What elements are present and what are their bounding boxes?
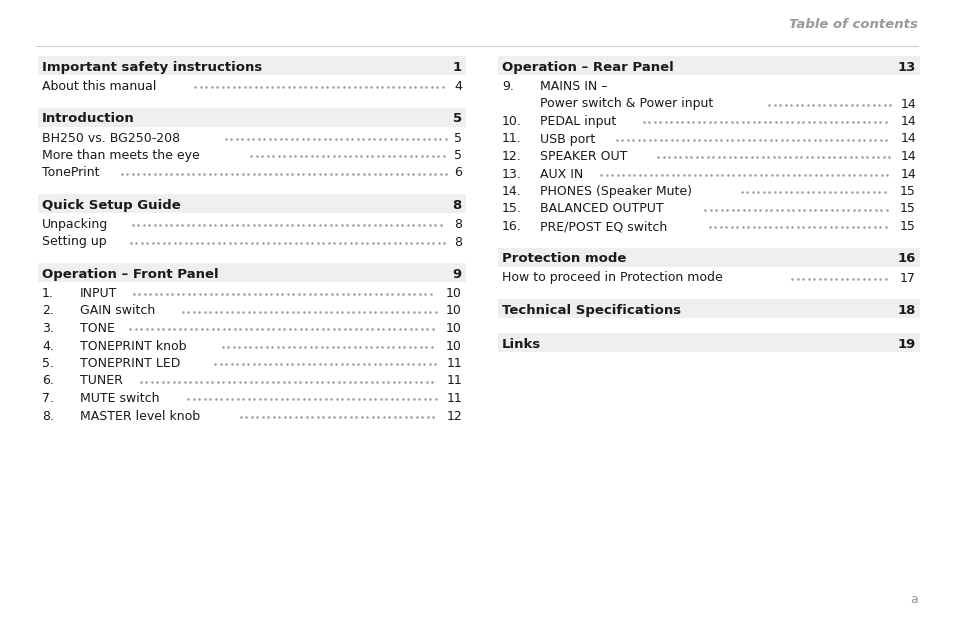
Bar bbox=[497, 247, 919, 266]
Text: 5: 5 bbox=[453, 112, 461, 125]
Text: USB port: USB port bbox=[539, 132, 595, 145]
Text: Quick Setup Guide: Quick Setup Guide bbox=[42, 199, 180, 212]
Text: PEDAL input: PEDAL input bbox=[539, 115, 616, 128]
Bar bbox=[497, 299, 919, 318]
Text: 9.: 9. bbox=[501, 80, 514, 93]
Text: Protection mode: Protection mode bbox=[501, 253, 626, 266]
Text: 1: 1 bbox=[453, 61, 461, 74]
Text: 10: 10 bbox=[446, 305, 461, 318]
Text: TONEPRINT knob: TONEPRINT knob bbox=[80, 339, 186, 352]
Text: TONE: TONE bbox=[80, 322, 114, 335]
Text: TonePrint: TonePrint bbox=[42, 166, 99, 179]
Text: GAIN switch: GAIN switch bbox=[80, 305, 155, 318]
Bar bbox=[497, 56, 919, 75]
Text: 11.: 11. bbox=[501, 132, 521, 145]
Text: Operation – Rear Panel: Operation – Rear Panel bbox=[501, 61, 673, 74]
Text: AUX IN: AUX IN bbox=[539, 167, 582, 180]
Text: 13: 13 bbox=[897, 61, 915, 74]
Text: 16.: 16. bbox=[501, 220, 521, 233]
Text: 8: 8 bbox=[454, 218, 461, 231]
Text: PHONES (Speaker Mute): PHONES (Speaker Mute) bbox=[539, 185, 691, 198]
Text: 14: 14 bbox=[900, 98, 915, 111]
Text: 18: 18 bbox=[897, 304, 915, 317]
Text: 10: 10 bbox=[446, 287, 461, 300]
Text: 14: 14 bbox=[900, 167, 915, 180]
Text: How to proceed in Protection mode: How to proceed in Protection mode bbox=[501, 271, 722, 284]
Text: MASTER level knob: MASTER level knob bbox=[80, 410, 200, 423]
Text: 5.: 5. bbox=[42, 357, 54, 370]
Text: 4.: 4. bbox=[42, 339, 53, 352]
Text: 11: 11 bbox=[446, 357, 461, 370]
Text: 8: 8 bbox=[453, 199, 461, 212]
Text: 10: 10 bbox=[446, 322, 461, 335]
Text: 12: 12 bbox=[446, 410, 461, 423]
Text: TUNER: TUNER bbox=[80, 375, 123, 387]
Text: SPEAKER OUT: SPEAKER OUT bbox=[539, 150, 627, 163]
Text: BH250 vs. BG250-208: BH250 vs. BG250-208 bbox=[42, 132, 180, 145]
Text: 10: 10 bbox=[446, 339, 461, 352]
Text: 15: 15 bbox=[900, 203, 915, 216]
Text: 14.: 14. bbox=[501, 185, 521, 198]
Text: 1.: 1. bbox=[42, 287, 53, 300]
Text: BALANCED OUTPUT: BALANCED OUTPUT bbox=[539, 203, 663, 216]
Text: 13.: 13. bbox=[501, 167, 521, 180]
Text: 12.: 12. bbox=[501, 150, 521, 163]
Bar bbox=[38, 263, 465, 282]
Bar bbox=[497, 333, 919, 352]
Text: About this manual: About this manual bbox=[42, 80, 156, 93]
Text: 14: 14 bbox=[900, 150, 915, 163]
Text: 6.: 6. bbox=[42, 375, 53, 387]
Text: 8.: 8. bbox=[42, 410, 54, 423]
Text: 10.: 10. bbox=[501, 115, 521, 128]
Text: 2.: 2. bbox=[42, 305, 53, 318]
Text: 17: 17 bbox=[900, 271, 915, 284]
Text: 5: 5 bbox=[454, 149, 461, 162]
Text: 16: 16 bbox=[897, 253, 915, 266]
Text: INPUT: INPUT bbox=[80, 287, 117, 300]
Text: 14: 14 bbox=[900, 115, 915, 128]
Text: MUTE switch: MUTE switch bbox=[80, 392, 159, 405]
Text: Technical Specifications: Technical Specifications bbox=[501, 304, 680, 317]
Text: 3.: 3. bbox=[42, 322, 53, 335]
Text: Operation – Front Panel: Operation – Front Panel bbox=[42, 268, 218, 281]
Text: 11: 11 bbox=[446, 392, 461, 405]
Text: 15.: 15. bbox=[501, 203, 521, 216]
Text: Power switch & Power input: Power switch & Power input bbox=[539, 98, 713, 111]
Text: 7.: 7. bbox=[42, 392, 54, 405]
Text: 4: 4 bbox=[454, 80, 461, 93]
Text: MAINS IN –: MAINS IN – bbox=[539, 80, 607, 93]
Text: 11: 11 bbox=[446, 375, 461, 387]
Text: 6: 6 bbox=[454, 166, 461, 179]
Text: 19: 19 bbox=[897, 338, 915, 351]
Text: TONEPRINT LED: TONEPRINT LED bbox=[80, 357, 180, 370]
Text: Important safety instructions: Important safety instructions bbox=[42, 61, 262, 74]
Text: 14: 14 bbox=[900, 132, 915, 145]
Text: Links: Links bbox=[501, 338, 540, 351]
Bar bbox=[38, 194, 465, 213]
Text: Unpacking: Unpacking bbox=[42, 218, 108, 231]
Text: Table of contents: Table of contents bbox=[788, 18, 917, 31]
Text: 9: 9 bbox=[453, 268, 461, 281]
Bar bbox=[38, 56, 465, 75]
Text: 15: 15 bbox=[900, 185, 915, 198]
Text: 8: 8 bbox=[454, 235, 461, 248]
Text: 15: 15 bbox=[900, 220, 915, 233]
Text: 5: 5 bbox=[454, 132, 461, 145]
Bar bbox=[38, 108, 465, 127]
Text: Introduction: Introduction bbox=[42, 112, 134, 125]
Text: a: a bbox=[909, 593, 917, 606]
Text: More than meets the eye: More than meets the eye bbox=[42, 149, 199, 162]
Text: Setting up: Setting up bbox=[42, 235, 107, 248]
Text: PRE/POST EQ switch: PRE/POST EQ switch bbox=[539, 220, 666, 233]
